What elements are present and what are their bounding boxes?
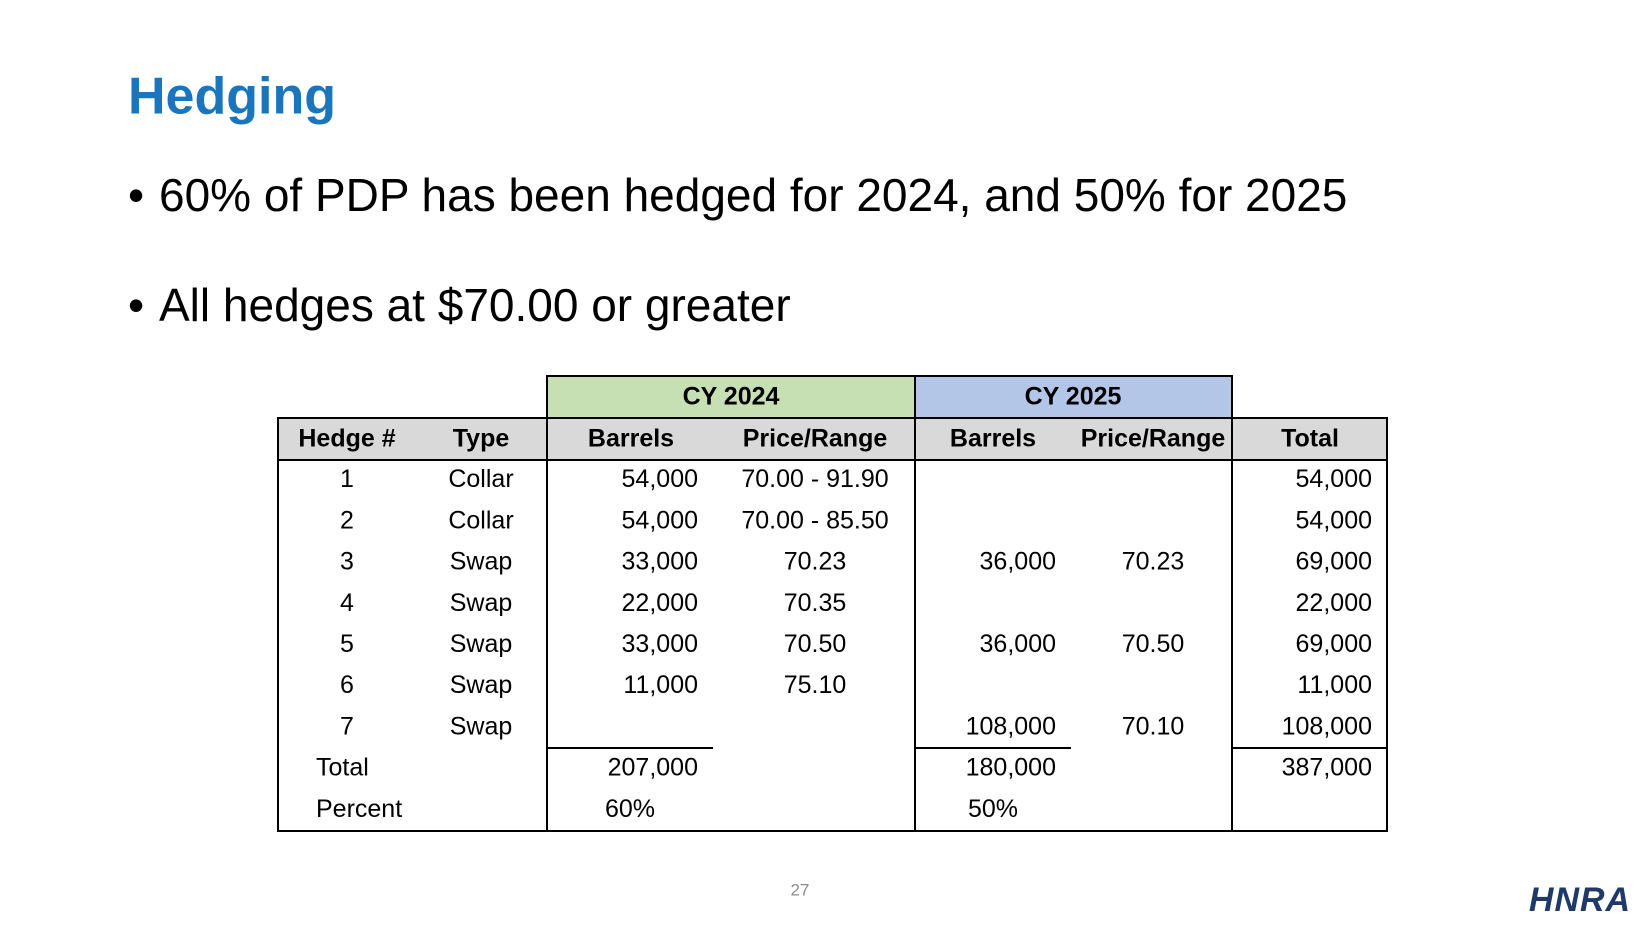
table-cell: Swap	[450, 630, 513, 658]
table-cell: 22,000	[1296, 589, 1372, 617]
table-cell: Swap	[450, 671, 513, 699]
table-border	[277, 417, 1388, 832]
table-cell: 70.50	[1122, 630, 1185, 658]
total-cell: 180,000	[966, 754, 1056, 782]
table-cell: 70.10	[1122, 712, 1185, 740]
table-cell: Swap	[450, 548, 513, 576]
group-header-cell	[546, 375, 916, 419]
percent-label: Percent	[316, 795, 402, 823]
column-header: Barrels	[588, 425, 674, 453]
table-cell: 54,000	[622, 465, 698, 493]
table-cell: Swap	[450, 589, 513, 617]
table-cell: 6	[340, 671, 354, 699]
logo: HNRA	[1529, 881, 1631, 919]
table-cell: 36,000	[980, 548, 1056, 576]
bullet-dot: •	[128, 279, 144, 331]
table-cell: 33,000	[622, 548, 698, 576]
table-cell: 70.50	[784, 630, 847, 658]
group-header: CY 2025	[1025, 383, 1122, 411]
table-cell: 5	[340, 630, 354, 658]
table-cell: 7	[340, 712, 354, 740]
table-cell: 54,000	[1296, 465, 1372, 493]
table-cell: 2	[340, 506, 354, 534]
table-cell: 11,000	[623, 671, 698, 699]
column-header: Total	[1281, 425, 1339, 453]
bullet-dot: •	[128, 169, 144, 221]
table-cell: 11,000	[1297, 671, 1372, 699]
bullet: 60% of PDP has been hedged for 2024, and…	[159, 169, 1347, 221]
group-header-cell	[914, 375, 1233, 419]
percent-cell: 50%	[968, 795, 1018, 823]
table-cell: 70.00 - 85.50	[741, 506, 888, 534]
table-cell: 70.35	[784, 589, 847, 617]
table-cell: 3	[340, 548, 354, 576]
table-cell: 70.23	[784, 548, 847, 576]
bullet: All hedges at $70.00 or greater	[159, 279, 791, 331]
table-cell: 69,000	[1296, 548, 1372, 576]
table-cell: 75.10	[784, 671, 847, 699]
total-cell: 207,000	[608, 754, 698, 782]
table-cell: 1	[340, 465, 354, 493]
table-cell: 22,000	[622, 589, 698, 617]
table-cell: 54,000	[622, 506, 698, 534]
column-header: Price/Range	[743, 425, 888, 453]
table-cell: 108,000	[1282, 712, 1372, 740]
total-cell: 387,000	[1282, 754, 1372, 782]
table-cell: 36,000	[980, 630, 1056, 658]
table-cell: 69,000	[1296, 630, 1372, 658]
column-header: Price/Range	[1081, 425, 1226, 453]
column-header: Barrels	[950, 425, 1036, 453]
table-cell: 70.23	[1122, 548, 1185, 576]
table-cell: Collar	[448, 506, 513, 534]
percent-cell: 60%	[605, 795, 655, 823]
total-label: Total	[316, 754, 369, 782]
page-number: 27	[791, 880, 810, 899]
table-cell: Swap	[450, 712, 513, 740]
column-header: Hedge #	[298, 425, 395, 453]
table-cell: Collar	[448, 465, 513, 493]
table-cell: 108,000	[966, 712, 1056, 740]
title: Hedging	[128, 68, 336, 126]
table-cell: 4	[340, 589, 354, 617]
table-cell: 70.00 - 91.90	[741, 465, 888, 493]
table-cell: 54,000	[1296, 506, 1372, 534]
group-header: CY 2024	[683, 383, 780, 411]
column-header: Type	[453, 425, 510, 453]
table	[277, 375, 1388, 832]
table-cell: 33,000	[622, 630, 698, 658]
